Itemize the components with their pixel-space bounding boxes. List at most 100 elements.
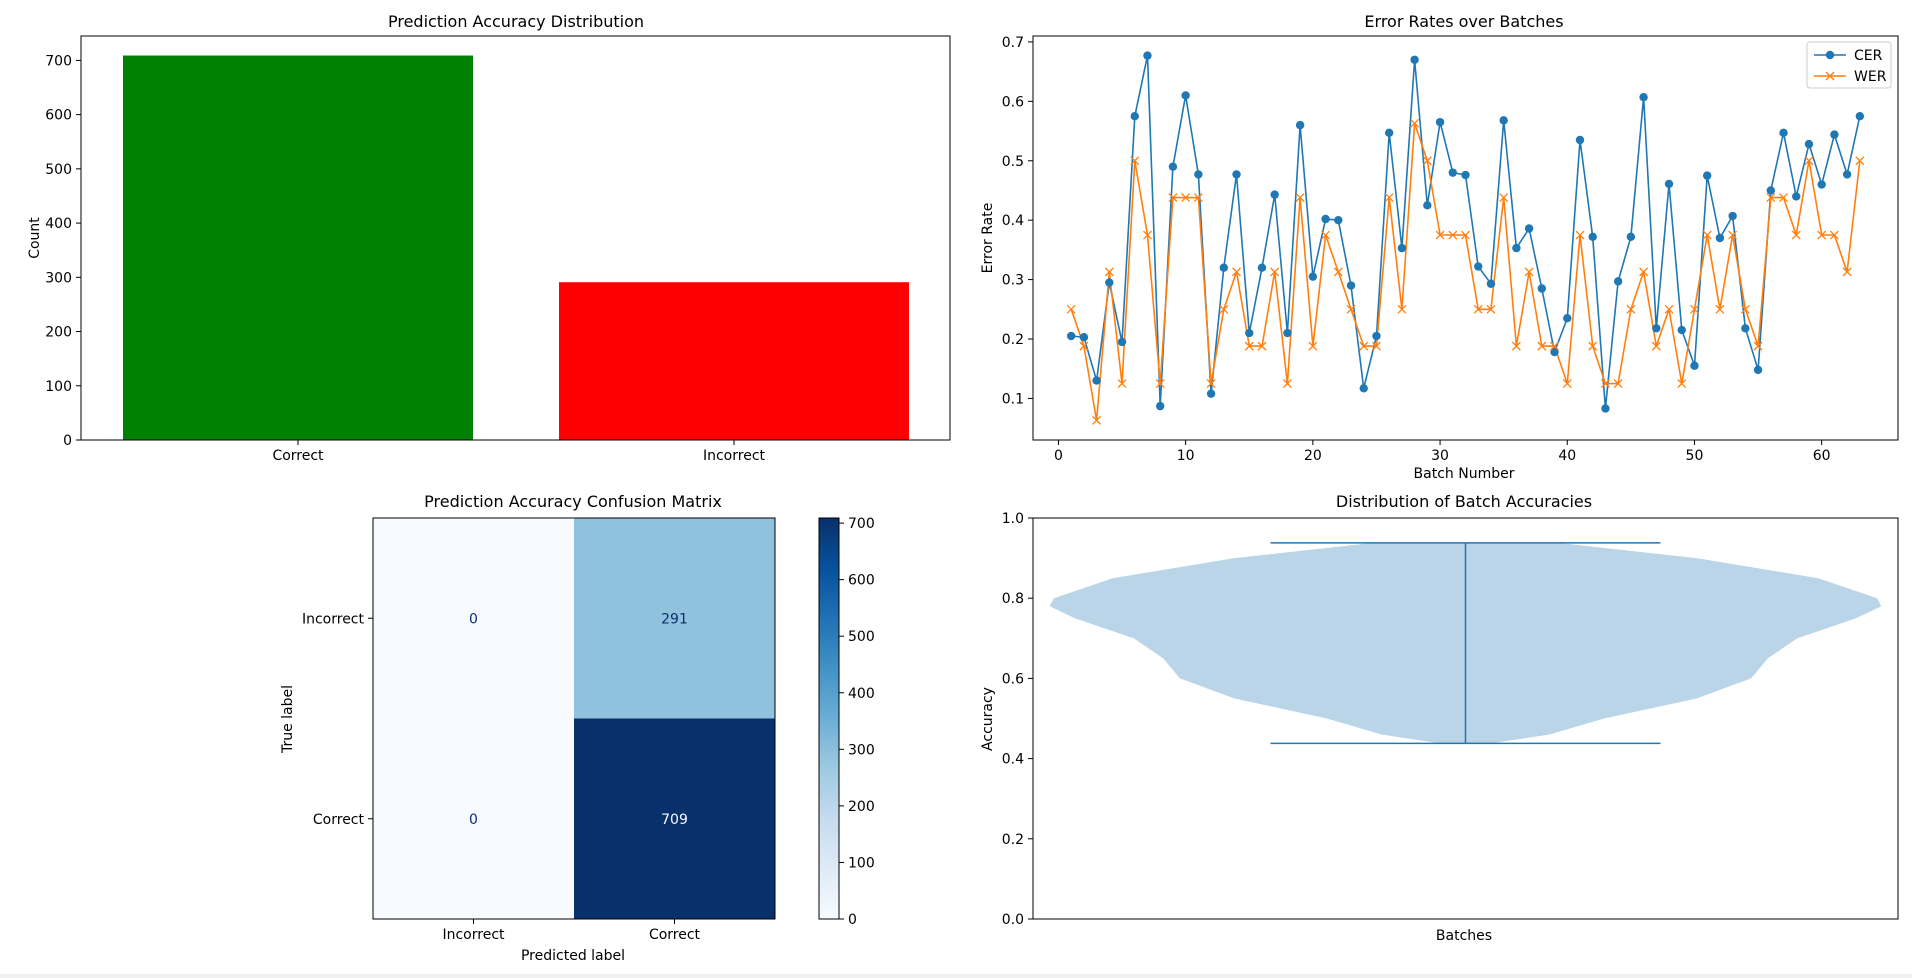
data-point: [1537, 341, 1547, 351]
colorbar-tick-label: 400: [848, 686, 875, 702]
data-point: [1104, 267, 1114, 277]
data-point: [1779, 128, 1788, 138]
data-point: [1791, 230, 1801, 240]
data-point: [1829, 230, 1839, 240]
colorbar-tick-label: 700: [848, 516, 875, 532]
data-point: [1283, 328, 1292, 338]
data-point: [1130, 156, 1140, 166]
data-point: [1193, 193, 1203, 203]
data-point: [1295, 193, 1305, 203]
y-tick-label: 100: [45, 379, 72, 395]
y-tick-label: 0.5: [1002, 154, 1024, 170]
y-tick-label: 200: [45, 325, 72, 341]
y-tick-label: 300: [45, 270, 72, 286]
data-point: [1830, 130, 1839, 139]
data-point: [1295, 120, 1305, 130]
colorbar: [818, 517, 840, 920]
y-tick-label: 0.1: [1002, 391, 1024, 407]
data-point: [1639, 267, 1649, 277]
y-tick-label: 0.2: [1002, 832, 1024, 848]
y-tick-label: 500: [45, 162, 72, 178]
y-tick-label: 0.2: [1002, 332, 1024, 348]
data-point: [1105, 278, 1114, 287]
data-point: [1206, 389, 1216, 398]
data-point: [1753, 341, 1763, 351]
bottom-strip: [0, 974, 1912, 978]
data-point: [1181, 193, 1191, 203]
data-point: [1066, 304, 1076, 314]
y-tick-label: 0.6: [1002, 671, 1024, 687]
data-point: [1511, 341, 1521, 351]
series-line-wer: [1070, 123, 1861, 421]
data-point: [1092, 415, 1102, 425]
data-point: [1855, 156, 1865, 166]
cell-value: 709: [661, 812, 688, 828]
y-tick-label: 0.4: [1002, 213, 1024, 229]
data-point: [1766, 186, 1775, 195]
bar-chart-ylabel: Count: [27, 217, 43, 259]
data-point: [1690, 361, 1699, 370]
data-point: [1651, 341, 1661, 351]
data-point: [1359, 384, 1368, 393]
data-point: [1664, 179, 1674, 189]
data-point: [1600, 379, 1610, 389]
data-point: [1232, 267, 1241, 277]
data-point: [1677, 325, 1686, 335]
data-point: [1219, 304, 1229, 314]
y-tick-label: 1.0: [1002, 511, 1024, 527]
y-tick-label: 600: [45, 108, 72, 124]
matrix-cell: [373, 518, 574, 719]
data-point: [1702, 230, 1712, 240]
data-point: [1232, 170, 1241, 179]
y-tick-label: Correct: [313, 812, 365, 828]
x-tick-label: 20: [1304, 448, 1322, 464]
data-point: [1410, 118, 1420, 128]
data-point: [1244, 341, 1254, 351]
data-point: [1384, 128, 1394, 138]
violin-plot-xlabel: Batches: [1436, 928, 1492, 944]
confusion-matrix-panel: Prediction Accuracy Confusion Matrix Pre…: [280, 492, 875, 964]
data-point: [1690, 304, 1699, 314]
bar: [123, 55, 473, 440]
data-point: [1346, 304, 1356, 314]
data-point: [1562, 379, 1572, 389]
data-point: [1384, 193, 1394, 203]
legend: CER WER: [1806, 41, 1892, 89]
data-point: [1321, 214, 1330, 224]
data-point: [1143, 51, 1152, 60]
data-point: [1588, 341, 1598, 351]
data-point: [1842, 267, 1852, 277]
data-point: [1702, 171, 1712, 180]
plot-frame: [1032, 517, 1899, 920]
plot-frame: [1032, 35, 1899, 441]
data-point: [1181, 91, 1190, 100]
x-tick-label: Incorrect: [442, 927, 505, 943]
confusion-matrix-xlabel: Predicted label: [521, 948, 625, 964]
data-point: [1613, 379, 1623, 389]
y-tick-label: 0.6: [1002, 94, 1024, 110]
data-point: [1537, 284, 1547, 293]
violin-plot-ylabel: Accuracy: [980, 687, 996, 751]
data-point: [1728, 230, 1738, 240]
line-chart-xlabel: Batch Number: [1414, 466, 1515, 482]
data-point: [1397, 304, 1407, 314]
data-point: [1563, 314, 1572, 323]
data-point: [1422, 156, 1432, 166]
legend-label: CER: [1854, 48, 1883, 64]
x-tick-label: 10: [1177, 448, 1195, 464]
data-point: [1499, 116, 1508, 125]
data-point: [1550, 347, 1559, 357]
data-point: [1270, 267, 1280, 277]
colorbar-tick-label: 600: [848, 573, 875, 589]
data-point: [1257, 263, 1267, 272]
data-point: [1550, 341, 1559, 351]
data-point: [1601, 404, 1610, 413]
confusion-matrix-title: Prediction Accuracy Confusion Matrix: [424, 492, 722, 511]
plot-frame: [372, 517, 776, 920]
colorbar-tick-label: 500: [848, 629, 875, 645]
data-point: [1804, 139, 1814, 149]
data-point: [1397, 243, 1407, 253]
data-point: [1245, 328, 1254, 338]
series-line-cer: [1071, 55, 1861, 409]
